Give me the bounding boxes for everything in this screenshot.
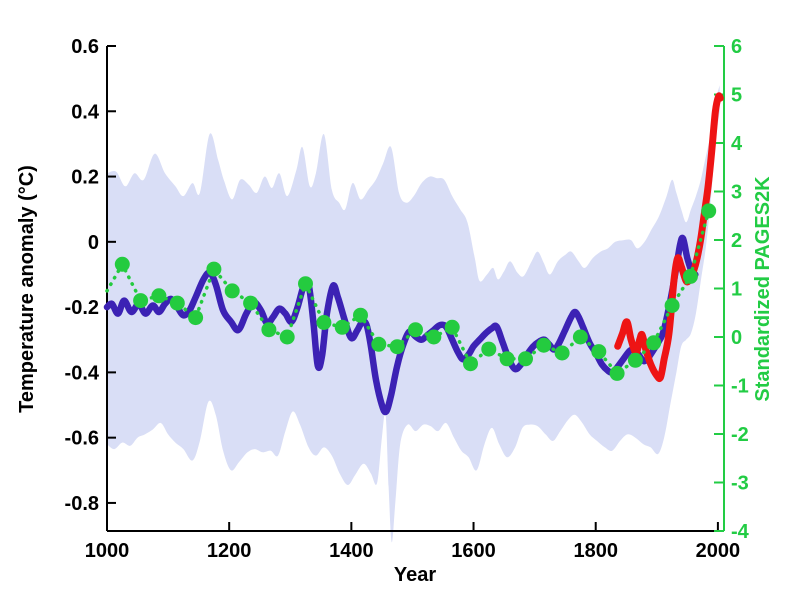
left-tick-label: 0.6 [71, 36, 99, 58]
pages2k-marker [279, 329, 295, 345]
pages2k-marker [627, 352, 643, 368]
instrumental-line [614, 92, 724, 383]
pages2k-marker [316, 315, 332, 330]
pages2k-marker [499, 351, 515, 367]
pages2k-marker [224, 283, 240, 299]
right-tick-label: -2 [731, 424, 749, 446]
pages2k-marker [169, 295, 185, 311]
left-tick-label: 0.4 [71, 101, 100, 123]
pages2k-marker [371, 336, 387, 352]
left-tick-label: -0.8 [65, 493, 99, 515]
pages2k-marker [188, 310, 204, 326]
pages2k-marker [353, 307, 368, 323]
pages2k-marker [133, 293, 149, 309]
x-tick-label: 1000 [85, 540, 130, 562]
uncertainty-band [107, 85, 720, 543]
right-tick-label: -1 [731, 376, 749, 398]
right-axis-title: Standardized PAGES2K [752, 176, 774, 402]
pages2k-dotted-line [105, 209, 711, 376]
pages2k-marker [572, 329, 588, 345]
pages2k-marker [408, 322, 423, 338]
left-tick-label: -0.6 [65, 428, 99, 450]
pages2k-marker [682, 268, 698, 284]
x-tick-label: 2000 [696, 540, 741, 562]
pages2k-marker [591, 344, 607, 360]
x-tick-label: 1800 [573, 540, 618, 562]
pages2k-marker [701, 203, 717, 219]
pages2k-marker [426, 329, 442, 345]
right-tick-label: -4 [731, 521, 750, 543]
pages2k-marker [114, 256, 130, 272]
pages2k-marker [463, 356, 478, 372]
left-tick-label: -0.4 [65, 362, 100, 384]
right-tick-label: 2 [731, 230, 742, 252]
x-tick-label: 1200 [207, 540, 252, 562]
pages2k-marker [243, 295, 259, 311]
pages2k-marker [334, 319, 350, 335]
right-tick-label: 6 [731, 36, 742, 58]
right-tick-label: 1 [731, 279, 742, 301]
pages2k-marker [481, 341, 497, 357]
right-tick-label: 4 [731, 133, 743, 155]
pages2k-marker [518, 351, 533, 367]
pages2k-marker [261, 322, 277, 338]
right-tick-label: -3 [731, 473, 749, 495]
x-tick-label: 1400 [329, 540, 374, 562]
left-tick-label: 0 [88, 232, 99, 254]
pages2k-marker [151, 288, 167, 304]
left-axis-title: Temperature anomaly (°C) [16, 165, 38, 413]
pages2k-marker [536, 337, 552, 353]
right-tick-label: 5 [731, 85, 742, 107]
left-tick-label: 0.2 [71, 167, 99, 189]
pages2k-marker [646, 335, 662, 351]
pages2k-marker [664, 298, 680, 313]
x-tick-label: 1600 [451, 540, 496, 562]
left-tick-label: -0.2 [65, 297, 99, 319]
right-tick-label: 0 [731, 327, 742, 349]
pages2k-marker [609, 365, 625, 381]
right-tick-label: 3 [731, 182, 742, 204]
pages2k-marker [298, 276, 313, 292]
pages2k-marker [554, 345, 570, 361]
pages2k-marker [206, 261, 222, 277]
pages2k-marker [389, 339, 405, 355]
pages2k-marker [444, 319, 460, 335]
x-axis-title: Year [393, 564, 437, 586]
